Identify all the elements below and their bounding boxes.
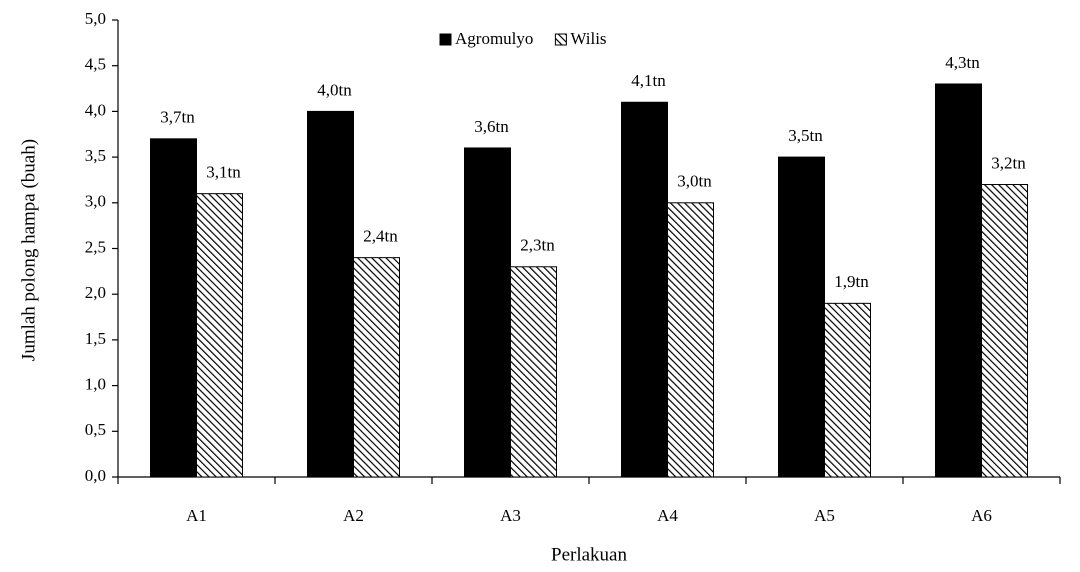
bar bbox=[824, 302, 871, 478]
value-label: 2,4tn bbox=[363, 227, 398, 246]
bar bbox=[667, 202, 714, 478]
value-label: 3,5tn bbox=[788, 126, 823, 145]
bar bbox=[981, 184, 1028, 478]
legend-label: Wilis bbox=[570, 29, 606, 48]
y-tick-label: 2,5 bbox=[85, 237, 106, 256]
y-tick-label: 5,0 bbox=[85, 9, 106, 28]
x-tick-label: A6 bbox=[971, 506, 992, 525]
value-label: 3,0tn bbox=[677, 172, 712, 191]
bar bbox=[778, 156, 825, 478]
legend-swatch bbox=[439, 33, 452, 46]
x-tick-label: A1 bbox=[186, 506, 207, 525]
legend-label: Agromulyo bbox=[455, 29, 533, 48]
x-axis-label: Perlakuan bbox=[551, 544, 627, 565]
y-axis-label: Jumlah polong hampa (buah) bbox=[18, 139, 39, 361]
y-tick-label: 4,0 bbox=[85, 100, 106, 119]
legend-swatch bbox=[554, 33, 567, 46]
x-tick-label: A4 bbox=[657, 506, 678, 525]
value-label: 4,0tn bbox=[317, 80, 352, 99]
value-label: 4,1tn bbox=[631, 71, 666, 90]
value-label: 3,2tn bbox=[991, 153, 1026, 172]
y-tick-label: 4,5 bbox=[85, 55, 106, 74]
bar bbox=[621, 101, 668, 478]
y-tick-label: 3,5 bbox=[85, 146, 106, 165]
value-label: 3,7tn bbox=[160, 108, 195, 127]
bar bbox=[510, 266, 557, 478]
bar bbox=[353, 257, 400, 478]
y-tick-label: 3,0 bbox=[85, 192, 106, 211]
y-tick-label: 0,5 bbox=[85, 420, 106, 439]
y-tick-label: 2,0 bbox=[85, 283, 106, 302]
bar bbox=[307, 110, 354, 478]
bar bbox=[196, 193, 243, 478]
x-tick-label: A2 bbox=[343, 506, 364, 525]
bar bbox=[150, 138, 197, 478]
x-tick-label: A3 bbox=[500, 506, 521, 525]
y-tick-label: 1,0 bbox=[85, 375, 106, 394]
value-label: 4,3tn bbox=[945, 53, 980, 72]
value-label: 3,6tn bbox=[474, 117, 509, 136]
y-tick-label: 0,0 bbox=[85, 466, 106, 485]
y-tick-label: 1,5 bbox=[85, 329, 106, 348]
value-label: 2,3tn bbox=[520, 236, 555, 255]
bar bbox=[935, 83, 982, 478]
value-label: 1,9tn bbox=[834, 272, 869, 291]
x-tick-label: A5 bbox=[814, 506, 835, 525]
value-label: 3,1tn bbox=[206, 163, 241, 182]
bar bbox=[464, 147, 511, 478]
